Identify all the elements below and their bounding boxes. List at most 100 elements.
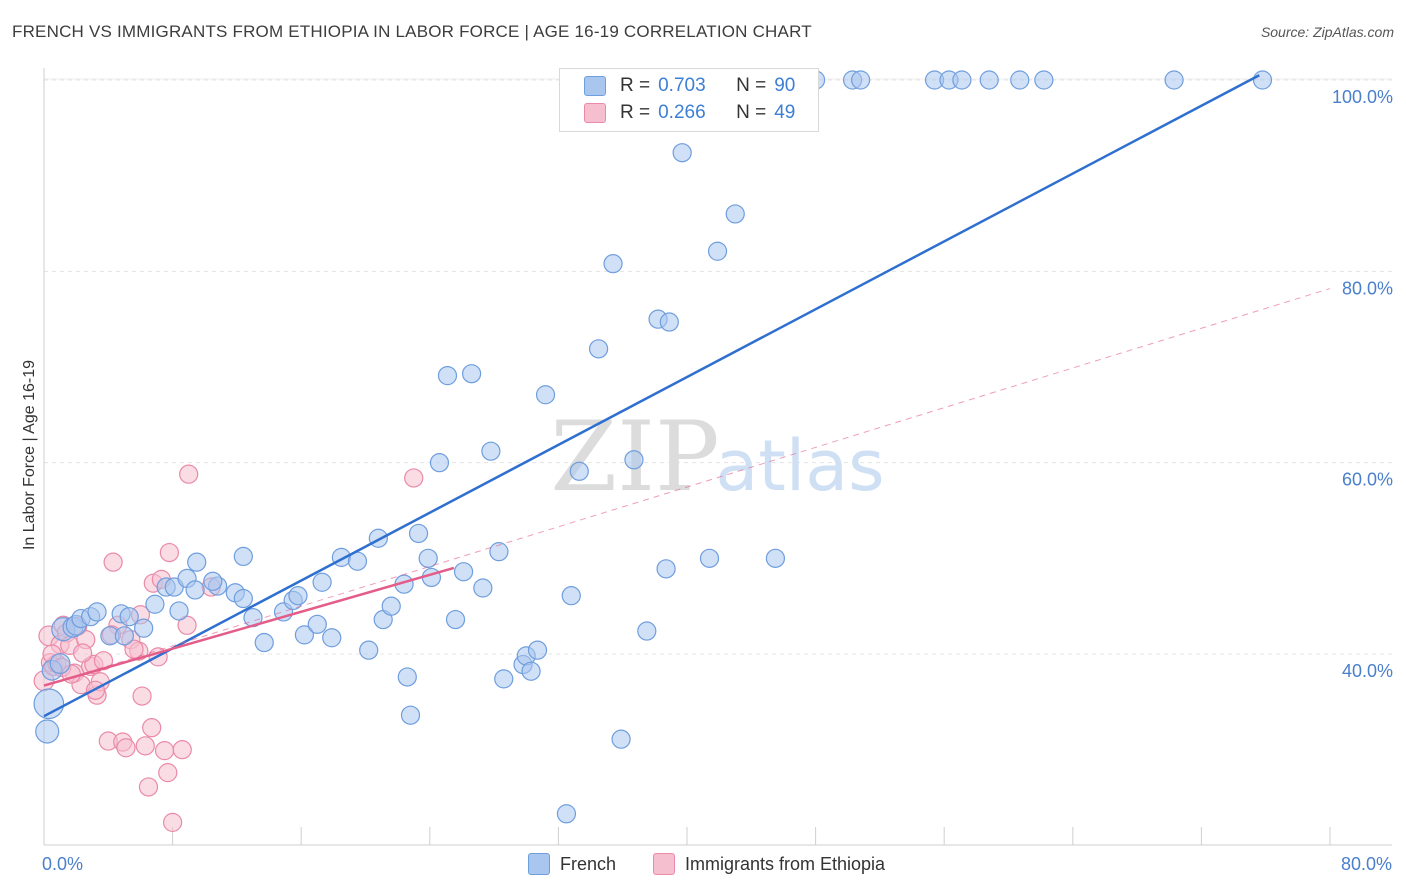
data-point bbox=[588, 339, 609, 359]
data-point bbox=[187, 552, 207, 572]
legend-label-ethiopia: Immigrants from Ethiopia bbox=[685, 853, 886, 874]
gridlines bbox=[44, 78, 1392, 655]
data-point bbox=[656, 559, 676, 579]
data-point bbox=[179, 464, 199, 484]
legend-swatch-french bbox=[528, 853, 550, 875]
data-point bbox=[707, 241, 728, 261]
legend-r-label: R = bbox=[620, 75, 651, 96]
data-point bbox=[203, 571, 223, 591]
data-point bbox=[254, 632, 274, 653]
data-point bbox=[494, 669, 514, 689]
data-point bbox=[400, 705, 421, 725]
legend-n-value-ethiopia: 49 bbox=[774, 102, 796, 123]
data-point bbox=[725, 204, 745, 224]
legend-n-label: N = bbox=[736, 102, 767, 123]
data-point bbox=[322, 628, 342, 648]
legend-item-ethiopia: Immigrants from Ethiopia bbox=[653, 852, 885, 876]
legend-item-french: French bbox=[528, 852, 616, 876]
data-point bbox=[72, 643, 93, 663]
trend-line-ethiopia bbox=[43, 566, 455, 687]
data-point bbox=[445, 609, 466, 630]
data-point bbox=[527, 640, 548, 660]
data-point bbox=[177, 615, 197, 635]
data-point bbox=[765, 548, 786, 568]
legend-row-french: R = 0.703 N = 90 bbox=[584, 73, 795, 99]
data-point bbox=[142, 718, 162, 738]
data-point bbox=[162, 812, 183, 832]
data-point bbox=[103, 552, 123, 572]
source-credit: Source: ZipAtlas.com bbox=[1260, 24, 1394, 40]
data-point bbox=[381, 596, 401, 616]
legend-n-label: N = bbox=[736, 75, 767, 96]
data-point bbox=[850, 70, 871, 90]
legend-swatch-ethiopia bbox=[584, 103, 606, 123]
data-point bbox=[119, 607, 139, 627]
data-point bbox=[288, 586, 308, 606]
data-point bbox=[294, 625, 315, 645]
trend-line-french bbox=[43, 74, 1260, 718]
data-point bbox=[481, 441, 501, 461]
data-point bbox=[556, 804, 577, 824]
data-point bbox=[307, 614, 327, 634]
chart-title: FRENCH VS IMMIGRANTS FROM ETHIOPIA IN LA… bbox=[12, 22, 812, 41]
data-point bbox=[172, 740, 192, 760]
data-point bbox=[135, 736, 155, 756]
data-point bbox=[114, 626, 134, 646]
y-tick-label: 40.0% bbox=[1342, 661, 1393, 681]
data-point bbox=[624, 450, 644, 470]
series-ethiopia bbox=[33, 464, 424, 832]
legend-swatch-french bbox=[584, 76, 606, 96]
data-point bbox=[169, 601, 189, 621]
data-point bbox=[979, 70, 999, 90]
legend-row-ethiopia: R = 0.266 N = 49 bbox=[584, 100, 795, 126]
x-tick-label: 80.0% bbox=[1341, 854, 1392, 874]
data-point bbox=[158, 763, 178, 783]
data-point bbox=[408, 523, 429, 544]
data-point bbox=[437, 365, 458, 386]
data-point bbox=[561, 586, 581, 606]
data-point bbox=[461, 364, 482, 384]
data-point bbox=[49, 653, 71, 675]
y-tick-label: 100.0% bbox=[1332, 87, 1393, 107]
data-point bbox=[637, 621, 657, 641]
data-point bbox=[124, 639, 144, 659]
data-point bbox=[699, 548, 720, 568]
data-point bbox=[569, 461, 589, 481]
data-point bbox=[138, 777, 159, 797]
y-axis-label: In Labor Force | Age 16-19 bbox=[21, 359, 38, 551]
y-tick-label: 60.0% bbox=[1342, 470, 1393, 490]
tick-labels: 40.0% 60.0% 80.0% 100.0% 0.0% 80.0% bbox=[42, 87, 1393, 874]
legend-r-value-ethiopia: 0.266 bbox=[658, 102, 706, 123]
x-tick-label: 0.0% bbox=[42, 854, 83, 874]
data-point bbox=[603, 254, 623, 274]
data-point bbox=[1010, 70, 1030, 90]
data-point bbox=[521, 661, 541, 681]
legend-n-value-french: 90 bbox=[774, 75, 796, 96]
data-point bbox=[87, 602, 107, 622]
data-point bbox=[312, 572, 332, 592]
watermark: ZIP atlas bbox=[550, 401, 884, 513]
watermark-atlas: atlas bbox=[715, 425, 884, 507]
data-point bbox=[116, 738, 136, 758]
data-point bbox=[359, 640, 379, 660]
data-point bbox=[233, 546, 253, 567]
data-point bbox=[1252, 70, 1273, 90]
legend-swatch-ethiopia bbox=[653, 853, 675, 875]
data-point bbox=[611, 729, 631, 749]
legend-label-french: French bbox=[560, 853, 617, 874]
trend-lines bbox=[43, 74, 1331, 718]
data-point bbox=[429, 453, 450, 473]
data-point bbox=[473, 578, 493, 598]
legend-r-value-french: 0.703 bbox=[658, 75, 706, 96]
data-point bbox=[145, 594, 165, 614]
data-point bbox=[952, 70, 972, 90]
data-point bbox=[672, 143, 692, 163]
data-point bbox=[453, 562, 474, 582]
data-point bbox=[159, 542, 180, 563]
legend-stats: R = 0.703 N = 90 R = 0.266 N = 49 bbox=[559, 68, 819, 132]
data-point bbox=[1034, 70, 1054, 90]
trend-line-ethiopia-extended bbox=[43, 288, 1331, 687]
data-point bbox=[1164, 70, 1184, 90]
data-point bbox=[404, 468, 424, 488]
